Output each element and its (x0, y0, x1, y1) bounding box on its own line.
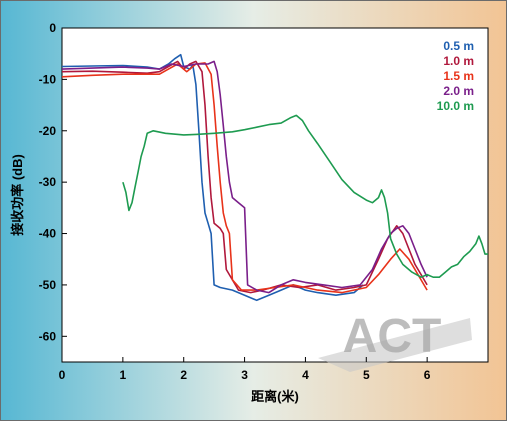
x-tick-label: 0 (59, 368, 66, 382)
axes: 0 1 2 3 4 5 6 0 -10 -20 -30 -40 -50 -60 (39, 21, 431, 382)
watermark-text: ACT (343, 310, 442, 363)
y-tick-label: -10 (39, 72, 57, 86)
y-tick-label: -30 (39, 175, 57, 189)
watermark: ACT (318, 310, 472, 372)
x-tick-label: 2 (180, 368, 187, 382)
watermark-swoosh (318, 318, 472, 372)
series-line-5 (122, 114, 488, 278)
x-tick-label: 6 (424, 368, 431, 382)
x-tick-label: 4 (302, 368, 309, 382)
x-tick-label: 5 (363, 368, 370, 382)
y-tick-label: -50 (39, 278, 57, 292)
y-tick-label: -40 (39, 227, 57, 241)
x-axis-label: 距离(米) (251, 389, 299, 404)
y-tick-label: -20 (39, 124, 57, 138)
y-axis-label: 接收功率 (dB) (10, 154, 25, 236)
legend-entry-2: 1.0 m (443, 54, 474, 68)
legend-entry-3: 1.5 m (443, 69, 474, 83)
legend-entry-4: 2.0 m (443, 84, 474, 98)
x-tick-label: 1 (120, 368, 127, 382)
legend-entry-5: 10.0 m (437, 99, 474, 113)
series-line-4 (61, 60, 428, 294)
y-tick-label: 0 (49, 21, 56, 35)
series-group (61, 53, 488, 302)
y-tick-label: -60 (39, 329, 57, 343)
x-tick-label: 3 (241, 368, 248, 382)
series-line-3 (61, 62, 428, 294)
legend-entry-1: 0.5 m (443, 39, 474, 53)
legend: 0.5 m1.0 m1.5 m2.0 m10.0 m (437, 39, 474, 113)
